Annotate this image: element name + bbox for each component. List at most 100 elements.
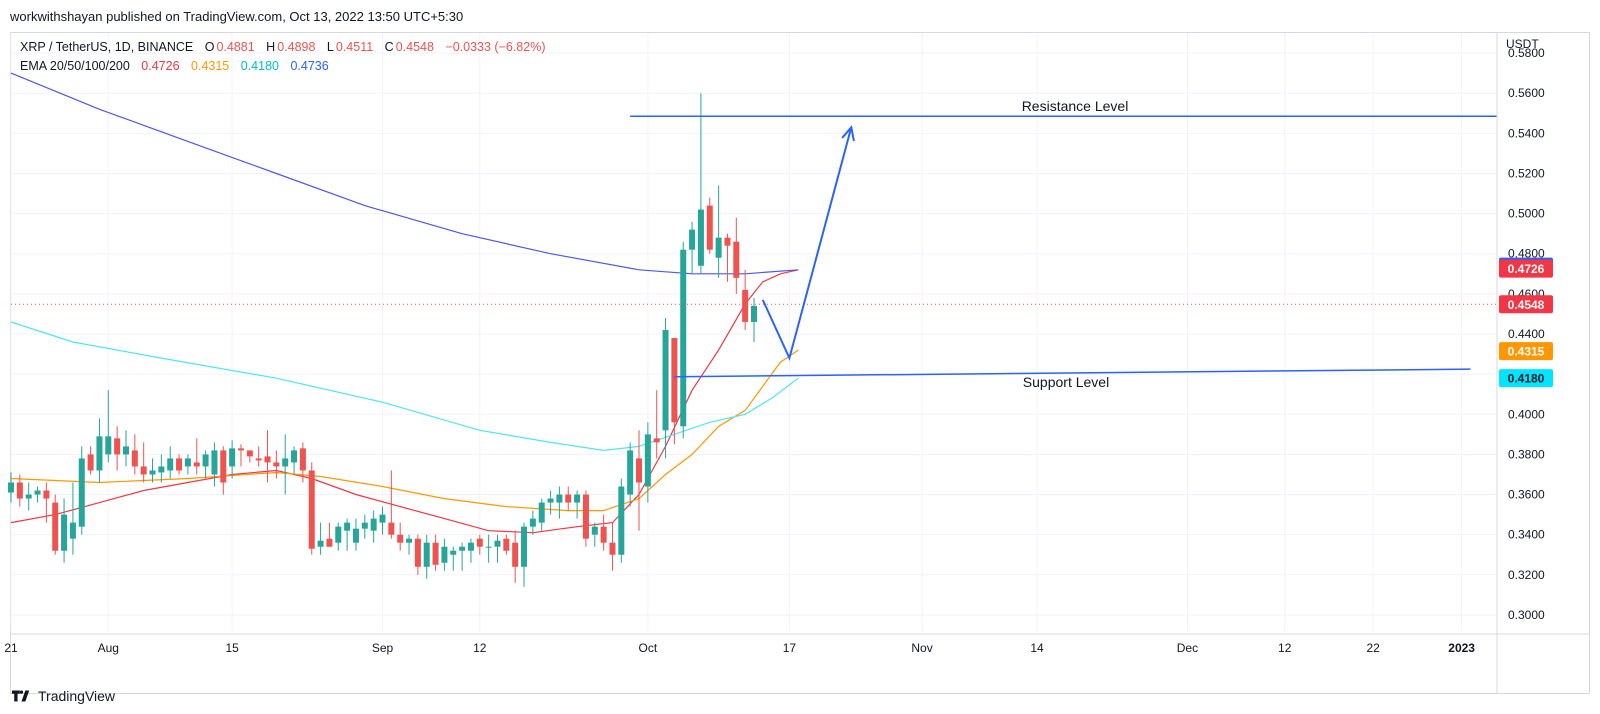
tradingview-brand[interactable]: TradingView (38, 688, 116, 704)
candle-body (591, 526, 598, 535)
price-label-box (1499, 259, 1553, 278)
trend-drawings: Resistance Level Support Level (11, 98, 1497, 390)
candle-body (158, 466, 165, 473)
candle-body (414, 538, 421, 567)
low-value: 0.4511 (335, 40, 374, 54)
candle-body (140, 466, 147, 475)
x-tick-label: Nov (911, 641, 932, 655)
candle-body (61, 514, 68, 551)
candle-body (379, 514, 386, 523)
y-tick-label: 0.3800 (1508, 447, 1545, 461)
ema100-value: 0.4180 (240, 59, 279, 73)
candle-body (193, 462, 200, 467)
candle-body (34, 490, 41, 495)
ohlc-legend: XRP / TetherUS, 1D, BINANCE O 0.4881 H 0.4… (20, 40, 547, 54)
x-tick-label: 15 (225, 641, 239, 655)
arrow-head (841, 125, 855, 142)
high-label: H (266, 40, 276, 54)
y-tick-label: 0.3200 (1508, 568, 1545, 582)
candle-body (406, 538, 413, 543)
projection-path (761, 127, 853, 362)
candle-body (255, 458, 262, 461)
x-tick-label: 12 (1278, 641, 1292, 655)
x-tick-label: 17 (783, 641, 797, 655)
ema-label: EMA 20/50/100/200 (20, 59, 130, 73)
candle-body (503, 538, 510, 551)
candle-body (352, 528, 359, 543)
x-tick-label: 12 (473, 641, 487, 655)
candle-body (211, 450, 218, 475)
price-label-box (1499, 295, 1553, 314)
candle-body (680, 249, 687, 427)
price-label: 0.4726 (1508, 262, 1545, 276)
candle-body (450, 550, 457, 555)
candle-body (494, 540, 501, 547)
resistance-label: Resistance Level (1022, 98, 1129, 114)
y-tick-label: 0.5000 (1508, 207, 1545, 221)
ema-legend: EMA 20/50/100/200 0.4726 0.4315 0.4180 0… (20, 59, 331, 73)
candle-body (697, 209, 704, 266)
published-text: workwithshayan published on TradingView.… (10, 9, 464, 24)
candle-body (565, 494, 572, 503)
candle-body (317, 540, 324, 547)
y-tick-label: 0.5200 (1508, 166, 1545, 180)
ema200-value: 0.4736 (290, 59, 329, 73)
currency-label: USDT (1506, 37, 1539, 51)
candle-body (96, 436, 103, 471)
x-tick-label: 21 (4, 641, 18, 655)
ema-lines (10, 72, 799, 534)
close-label: C (384, 40, 394, 54)
candle-body (299, 448, 306, 471)
open-label: O (204, 40, 215, 54)
candle-body (423, 542, 430, 567)
candle-body (397, 534, 404, 543)
candle-body (291, 450, 298, 463)
candle-body (52, 502, 59, 551)
x-tick-label: 22 (1366, 641, 1380, 655)
footer: TradingView (12, 688, 115, 704)
candle-body (78, 458, 85, 527)
candle-body (361, 522, 368, 529)
x-tick-label: 2023 (1448, 641, 1475, 655)
candle-body (609, 542, 616, 555)
y-tick-label: 0.5400 (1508, 126, 1545, 140)
candlesticks (8, 93, 757, 587)
x-tick-label: 14 (1030, 641, 1044, 655)
candle-body (202, 454, 209, 467)
candle-body (335, 526, 342, 543)
ema-line-ema100 (10, 321, 799, 452)
chart-grid (10, 33, 1497, 631)
candle-body (167, 458, 174, 471)
candle-body (43, 490, 50, 499)
ema-line-ema20 (10, 269, 799, 534)
candle-body (742, 289, 749, 322)
candle-body (627, 450, 634, 495)
x-tick-label: Oct (639, 641, 658, 655)
candle-body (131, 450, 138, 467)
candle-body (715, 237, 722, 258)
change-value: −0.0333 (−6.82%) (445, 40, 546, 54)
candle-body (751, 305, 757, 322)
candle-body (388, 522, 395, 535)
candle-body (547, 498, 554, 503)
candle-body (8, 482, 14, 493)
price-label-box (1499, 342, 1553, 361)
candle-body (229, 448, 236, 467)
candle-body (282, 458, 289, 467)
candle-body (556, 494, 563, 503)
y-tick-label: 0.4400 (1508, 327, 1545, 341)
price-label: 0.4548 (1508, 298, 1545, 312)
candle-body (273, 462, 280, 467)
candle-body (485, 546, 492, 548)
chart-axes: 0.30000.32000.34000.36000.38000.40000.42… (4, 32, 1590, 694)
candle-body (326, 538, 333, 547)
candle-body (308, 470, 315, 549)
candle-body (653, 438, 660, 443)
candle-body (122, 446, 129, 455)
candle-body (582, 494, 589, 539)
price-label: 0.4315 (1508, 345, 1545, 359)
candle-body (724, 237, 731, 246)
candle-body (521, 526, 528, 567)
ema20-value: 0.4726 (141, 59, 180, 73)
